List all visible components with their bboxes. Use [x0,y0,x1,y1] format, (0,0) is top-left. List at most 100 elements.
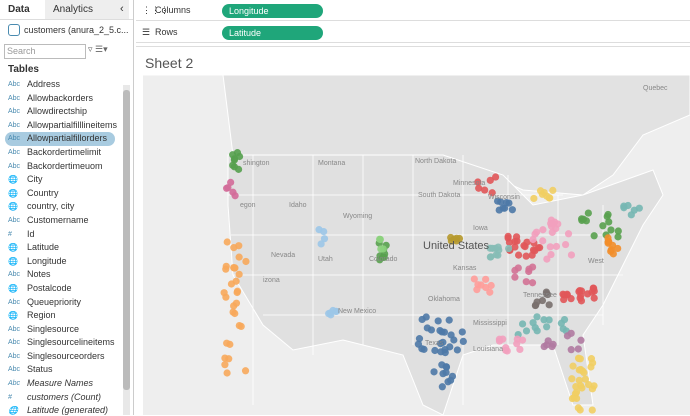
customer-dot [554,220,562,228]
field-name: Allowpartialfilllineitems [27,119,118,130]
customer-dot [439,370,447,378]
customer-dot [497,198,505,206]
field[interactable]: 🌐 Longitude [0,255,122,269]
customer-dot [549,186,557,194]
customer-dot [522,278,530,286]
field[interactable]: Abc Allowbackorders [0,92,122,106]
field[interactable]: Abc Allowpartialfilllineitems [0,119,122,133]
customer-dot [230,244,238,252]
map-label: Oklahoma [428,296,460,303]
customer-dot [525,265,533,273]
customer-dot [531,324,539,332]
field[interactable]: Abc Singlesource [0,323,122,337]
customer-dot [439,338,447,346]
customer-dot [241,367,250,375]
field-name: Country [27,187,59,198]
toolbar[interactable]: ▿ ☰▾ [88,44,108,54]
customer-dot [486,244,494,252]
map-label: Iowa [473,225,488,232]
field[interactable]: Abc Notes [0,268,122,282]
field-name: Backordertimeuom [27,160,103,171]
field-icon: Abc [8,94,21,102]
customer-dot [511,266,519,274]
data-pane: Data Analytics ‹ customers (anura_2_5.c.… [0,0,134,415]
datasource[interactable]: customers (anura_2_5.c... [24,25,129,35]
field-name: customers (Count) [27,391,102,402]
customer-dot [561,240,570,249]
field[interactable]: Abc Measure Names [0,377,122,391]
pill[interactable]: Latitude [222,26,323,40]
field[interactable]: Abc Singlesourceorders [0,350,122,364]
map-label: United States [423,240,490,252]
field[interactable]: 🌐 Postalcode [0,282,122,296]
field-icon: Abc [8,271,21,279]
customer-dot [505,199,513,207]
field[interactable]: Abc Address [0,78,122,92]
pill[interactable]: Longitude [222,4,323,18]
map-label: Mississippi [473,320,507,327]
customer-dot [533,313,541,321]
field-icon: Abc [8,352,21,360]
field[interactable]: Abc Singlesourcelineitems [0,336,122,350]
tab[interactable]: Analytics [45,0,129,19]
field[interactable]: 🌐 Region [0,309,122,323]
field-name: Address [27,79,61,89]
field[interactable]: Abc Backordertimeuom [0,160,122,174]
customer-dot [539,226,547,234]
field-icon: Abc [8,366,21,374]
field[interactable]: Abc Allowdirectship [0,105,122,119]
field[interactable]: 🌐 City [0,173,122,187]
customer-dot [505,238,514,246]
search[interactable]: Search [4,44,86,59]
customer-dot [380,253,388,261]
customer-dot [515,251,523,259]
customer-dot [503,347,511,355]
customer-dot [430,368,438,376]
field[interactable]: Abc Status [0,363,122,377]
map-label: New Mexico [338,308,376,315]
field-icon: 🌐 [8,188,18,198]
customer-dot [445,316,453,324]
field[interactable]: Abc Queuepriority [0,296,122,310]
field[interactable]: Abc Backordertimelimit [0,146,122,160]
field-name: Singlesource [27,323,80,334]
field-icon: Abc [8,339,21,347]
field[interactable]: Abc Customername [0,214,122,228]
customer-dot [453,234,461,242]
field[interactable]: 🌐 Latitude [0,241,122,255]
tab[interactable]: Data [0,0,45,19]
customer-dot [473,286,481,294]
field-name: Id [27,228,35,239]
customer-dot [317,240,325,248]
map-label: North Dakota [415,158,456,165]
customer-dot [505,244,513,253]
field[interactable]: 🌐 country, city [0,200,122,214]
field[interactable]: 🌐 Country [0,187,122,201]
field-name: Measure Names [27,378,94,389]
field-icon: Abc [8,216,21,224]
customer-dot [441,349,449,357]
customer-dot [549,340,557,348]
map: Quebec shington egon Montana North Dakota Sou… [143,75,690,415]
customer-dot [227,280,236,288]
customer-dot [569,362,577,370]
customer-dot [607,226,615,234]
customer-dot [487,281,495,290]
customer-dot [420,345,428,353]
customer-dot [570,394,578,402]
customer-dot [494,243,502,251]
field-name: Postalcode [27,282,72,293]
field[interactable]: # customers (Count) [0,391,122,405]
field[interactable]: 🌐 Latitude (generated) [0,404,122,415]
customer-dot [523,238,531,246]
customer-dot [486,253,494,261]
shelf: ⋮⋮⋮ Columns Longitude [136,2,690,21]
field[interactable]: Abc Allowpartialfillorders [5,132,115,146]
field[interactable]: # Id [0,228,122,242]
field-name: Allowpartialfillorders [27,133,108,144]
map-label: Tennessee [523,292,557,299]
field-icon: # [8,393,12,401]
customer-dot [447,331,455,339]
scrollbar[interactable] [123,85,130,415]
collapse[interactable]: ‹ [120,3,124,15]
